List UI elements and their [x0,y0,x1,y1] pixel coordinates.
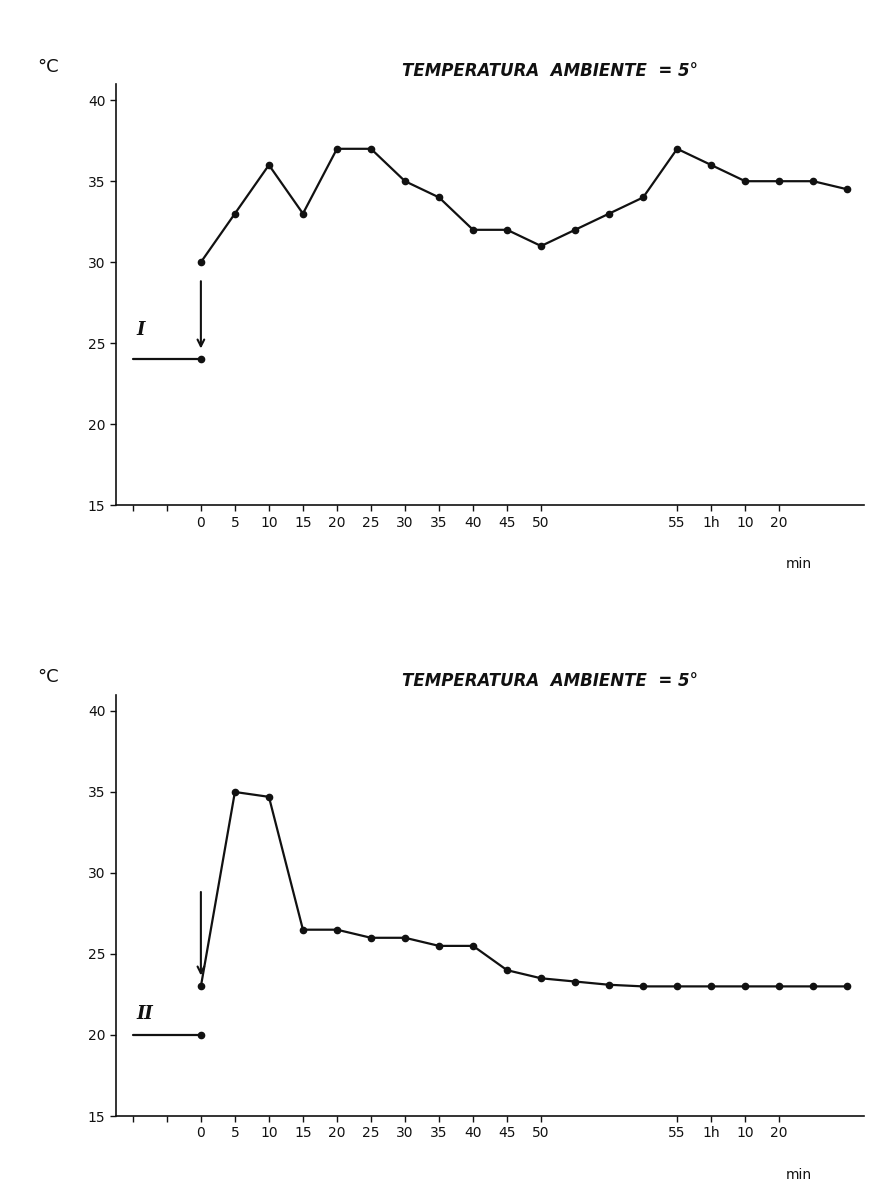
Title: TEMPERATURA  AMBIENTE  = 5°: TEMPERATURA AMBIENTE = 5° [402,672,698,690]
Text: I: I [136,322,144,340]
Text: II: II [136,1004,153,1022]
Text: min: min [786,1168,813,1182]
Text: min: min [786,557,813,571]
Y-axis label: °C: °C [37,58,60,76]
Title: TEMPERATURA  AMBIENTE  = 5°: TEMPERATURA AMBIENTE = 5° [402,61,698,79]
Y-axis label: °C: °C [37,668,60,686]
